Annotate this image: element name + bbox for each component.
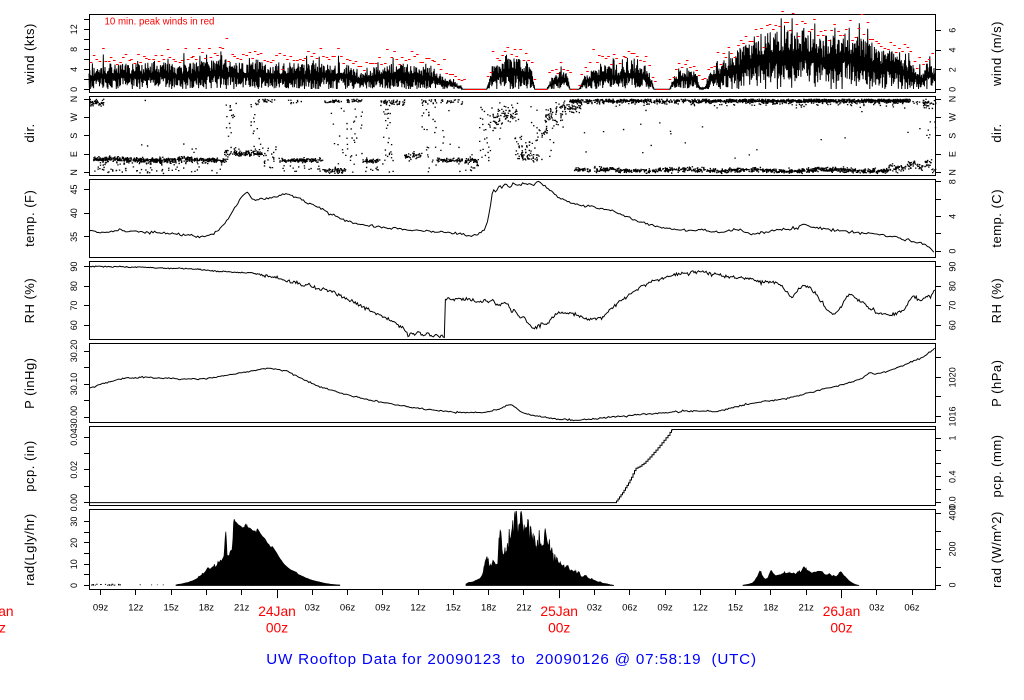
svg-text:UW Rooftop Data for 20090123: UW Rooftop Data for 20090123 to 20090126… [266, 651, 757, 668]
svg-text:6: 6 [947, 28, 957, 33]
svg-text:0: 0 [69, 87, 79, 92]
svg-text:12z: 12z [693, 602, 709, 613]
svg-text:1: 1 [947, 435, 957, 440]
svg-text:N: N [947, 96, 957, 103]
svg-text:E: E [947, 151, 957, 157]
svg-text:wind (m/s): wind (m/s) [989, 21, 1004, 87]
svg-text:E: E [69, 151, 79, 157]
svg-text:00z: 00z [266, 621, 288, 636]
svg-text:2: 2 [947, 67, 957, 72]
svg-text:RH (%): RH (%) [989, 278, 1004, 324]
svg-text:60: 60 [947, 320, 957, 330]
svg-text:pcp. (mm): pcp. (mm) [989, 435, 1004, 498]
svg-text:400: 400 [947, 505, 957, 520]
svg-text:21z: 21z [799, 602, 815, 613]
svg-text:4: 4 [947, 214, 957, 219]
svg-text:temp. (F): temp. (F) [22, 190, 37, 247]
svg-text:1020: 1020 [947, 367, 957, 387]
svg-text:W: W [947, 113, 957, 122]
svg-text:03z: 03z [587, 602, 603, 613]
svg-text:4: 4 [947, 47, 957, 52]
svg-text:10 min. peak winds in red: 10 min. peak winds in red [105, 17, 215, 28]
svg-text:wind (kts): wind (kts) [22, 23, 37, 85]
svg-text:15z: 15z [164, 602, 180, 613]
svg-text:P (inHg): P (inHg) [22, 357, 37, 408]
svg-text:12z: 12z [128, 602, 144, 613]
svg-text:70: 70 [69, 301, 79, 311]
svg-text:40: 40 [69, 208, 79, 218]
svg-text:90: 90 [947, 262, 957, 272]
svg-text:30.10: 30.10 [69, 373, 79, 396]
svg-text:0: 0 [947, 582, 957, 587]
svg-text:09z: 09z [657, 602, 673, 613]
svg-text:W: W [69, 113, 79, 122]
svg-text:rad(Lgly/hr): rad(Lgly/hr) [22, 513, 37, 585]
svg-text:12: 12 [69, 24, 79, 34]
svg-text:00z: 00z [548, 621, 570, 636]
svg-text:35: 35 [69, 232, 79, 242]
svg-text:15z: 15z [446, 602, 462, 613]
svg-text:03z: 03z [305, 602, 321, 613]
svg-text:30.20: 30.20 [69, 340, 79, 363]
svg-text:8: 8 [947, 179, 957, 184]
svg-text:30.00: 30.00 [69, 406, 79, 429]
svg-text:80: 80 [69, 281, 79, 291]
svg-text:20: 20 [69, 538, 79, 548]
svg-text:25Jan: 25Jan [540, 604, 578, 619]
svg-text:0: 0 [947, 249, 957, 254]
svg-text:80: 80 [947, 281, 957, 291]
svg-text:45: 45 [69, 184, 79, 194]
svg-text:90: 90 [69, 262, 79, 272]
svg-text:P (hPa): P (hPa) [989, 360, 1004, 407]
svg-text:200: 200 [947, 541, 957, 556]
svg-text:rad (W/m^2): rad (W/m^2) [989, 511, 1004, 588]
svg-text:RH (%): RH (%) [22, 278, 37, 324]
svg-text:06z: 06z [622, 602, 638, 613]
svg-text:09z: 09z [375, 602, 391, 613]
svg-text:00z: 00z [0, 621, 6, 636]
svg-text:0.0: 0.0 [947, 496, 957, 509]
svg-text:09z: 09z [93, 602, 109, 613]
svg-text:4: 4 [69, 67, 79, 72]
svg-text:N: N [69, 96, 79, 103]
svg-text:24Jan: 24Jan [258, 604, 296, 619]
svg-text:N: N [947, 169, 957, 176]
svg-text:18z: 18z [481, 602, 497, 613]
svg-text:dir.: dir. [22, 123, 37, 142]
svg-text:pcp. (in): pcp. (in) [22, 440, 37, 491]
svg-text:18z: 18z [763, 602, 779, 613]
svg-text:10: 10 [69, 559, 79, 569]
svg-text:0.02: 0.02 [69, 461, 79, 479]
svg-text:S: S [69, 133, 79, 139]
svg-text:26Jan: 26Jan [823, 604, 861, 619]
svg-text:8: 8 [69, 47, 79, 52]
svg-text:S: S [947, 133, 957, 139]
svg-text:0.04: 0.04 [69, 428, 79, 446]
svg-text:0.4: 0.4 [947, 471, 957, 484]
svg-text:30: 30 [69, 517, 79, 527]
svg-text:21z: 21z [234, 602, 250, 613]
svg-text:23Jan: 23Jan [0, 604, 14, 619]
svg-text:1016: 1016 [947, 406, 957, 426]
svg-text:0: 0 [69, 583, 79, 588]
svg-text:60: 60 [69, 320, 79, 330]
svg-text:temp. (C): temp. (C) [989, 189, 1004, 248]
svg-text:06z: 06z [340, 602, 356, 613]
svg-text:0: 0 [947, 87, 957, 92]
svg-text:dir.: dir. [989, 123, 1004, 142]
svg-text:00z: 00z [830, 621, 852, 636]
svg-text:03z: 03z [869, 602, 885, 613]
svg-text:N: N [69, 169, 79, 176]
svg-text:06z: 06z [904, 602, 920, 613]
svg-text:21z: 21z [516, 602, 532, 613]
svg-text:70: 70 [947, 301, 957, 311]
svg-text:0.00: 0.00 [69, 494, 79, 512]
svg-text:15z: 15z [728, 602, 744, 613]
svg-text:18z: 18z [199, 602, 215, 613]
svg-text:12z: 12z [410, 602, 426, 613]
